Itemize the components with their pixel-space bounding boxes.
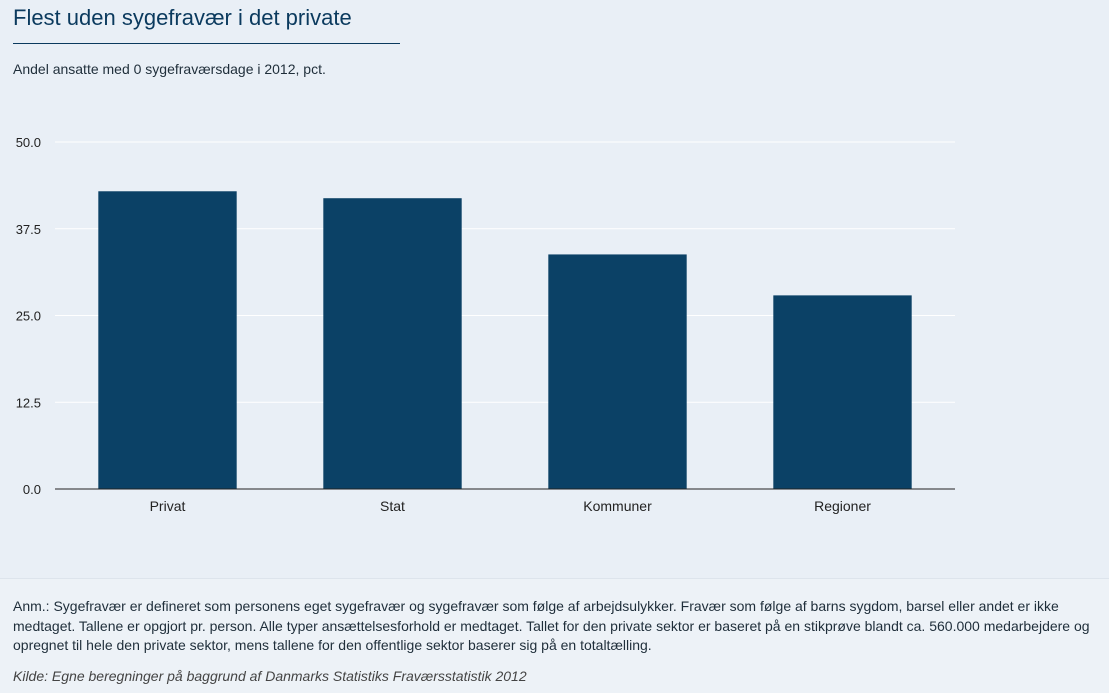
- x-axis-labels: Privat Stat Kommuner Regioner: [150, 498, 872, 514]
- source-text: Egne beregninger på baggrund af Danmarks…: [48, 668, 527, 684]
- y-tick-label: 37.5: [16, 222, 41, 237]
- title-underline: [13, 43, 400, 44]
- bars: [98, 191, 912, 490]
- y-tick-label: 25.0: [16, 309, 41, 324]
- x-tick-label: Regioner: [814, 498, 871, 514]
- x-tick-label: Kommuner: [583, 498, 652, 514]
- chart-subtitle: Andel ansatte med 0 sygefraværsdage i 20…: [13, 61, 326, 77]
- x-tick-label: Privat: [150, 498, 186, 514]
- y-tick-label: 50.0: [16, 135, 41, 150]
- footnote: Anm.: Sygefravær er defineret som person…: [13, 597, 1103, 656]
- footnote-prefix: Anm.:: [13, 598, 50, 614]
- y-tick-label: 0.0: [23, 482, 41, 497]
- bar: [548, 254, 687, 489]
- y-axis-ticks: 0.0 12.5 25.0 37.5 50.0: [16, 135, 41, 497]
- footnote-text: Sygefravær er defineret som personens eg…: [13, 598, 1090, 653]
- bar: [323, 198, 462, 490]
- source: Kilde: Egne beregninger på baggrund af D…: [13, 668, 527, 684]
- y-tick-label: 12.5: [16, 395, 41, 410]
- bar-chart: 0.0 12.5 25.0 37.5 50.0 Privat Stat Kommuner Re…: [16, 135, 955, 514]
- x-tick-label: Stat: [380, 498, 405, 514]
- footer: Anm.: Sygefravær er defineret som person…: [0, 578, 1109, 693]
- source-prefix: Kilde:: [13, 668, 49, 684]
- bar: [773, 295, 912, 489]
- chart-title: Flest uden sygefravær i det private: [13, 5, 352, 30]
- bar: [98, 191, 237, 490]
